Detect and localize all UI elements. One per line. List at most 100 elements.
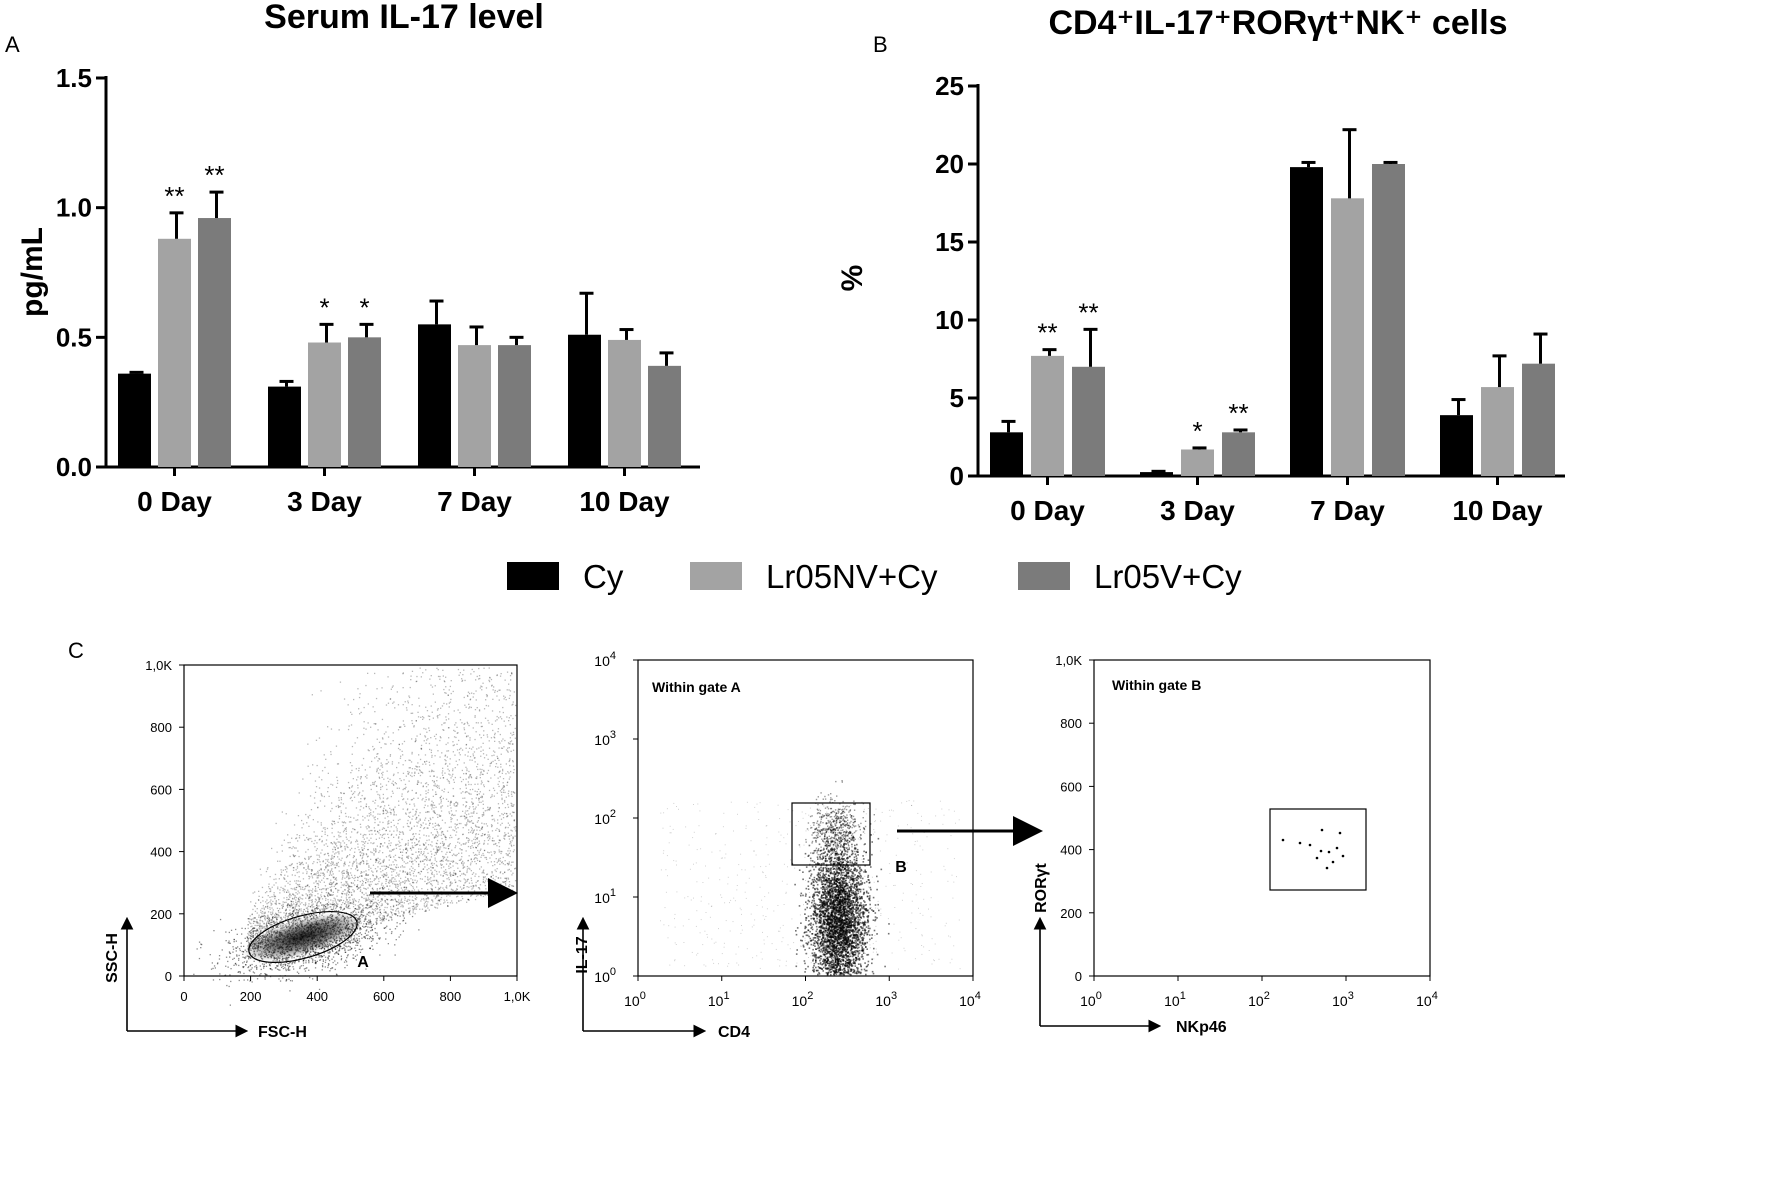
event-dot: [291, 904, 293, 906]
event-dot: [370, 809, 372, 811]
event-dot: [333, 855, 335, 858]
event-dot: [363, 706, 365, 709]
event-dot: [339, 846, 342, 848]
event-dot: [412, 909, 414, 911]
event-dot: [376, 871, 378, 873]
event-dot: [395, 847, 398, 849]
event-dot: [454, 776, 456, 779]
event-dot: [254, 927, 256, 929]
event-dot: [418, 705, 421, 707]
event-dot: [391, 877, 393, 879]
event-dot: [298, 883, 301, 886]
event-dot: [353, 828, 355, 831]
event-dot: [467, 695, 469, 697]
event-dot: [449, 881, 451, 884]
event-dot: [344, 822, 347, 824]
event-dot: [345, 830, 347, 832]
event-dot: [498, 785, 500, 788]
event-dot: [436, 849, 438, 852]
event-dot: [378, 878, 380, 880]
event-dot: [403, 886, 405, 889]
event-dot: [293, 824, 296, 826]
event-dot: [302, 823, 305, 825]
event-dot: [332, 848, 334, 851]
event-dot: [436, 709, 439, 711]
event-dot: [287, 906, 289, 908]
event-dot: [376, 785, 378, 787]
event-dot: [263, 907, 265, 909]
event-dot: [325, 897, 327, 900]
event-dot: [307, 838, 309, 841]
event-dot: [448, 844, 450, 846]
event-dot: [281, 919, 283, 921]
event-dot: [314, 909, 316, 912]
event-dot: [397, 904, 399, 906]
event-dot: [404, 783, 407, 786]
event-dot: [504, 832, 506, 834]
event-dot: [460, 858, 462, 860]
event-dot: [272, 927, 274, 930]
event-dot: [495, 886, 497, 888]
event-dot: [368, 826, 370, 828]
event-dot: [338, 841, 340, 843]
event-dot: [287, 921, 289, 923]
event-dot: [320, 690, 322, 692]
event-dot: [390, 906, 392, 908]
event-dot: [273, 920, 275, 922]
event-dot: [297, 815, 300, 817]
event-dot: [452, 690, 454, 693]
event-dot: [408, 780, 410, 782]
event-dot: [367, 874, 369, 876]
event-dot: [423, 717, 425, 719]
event-dot: [477, 783, 479, 785]
event-dot: [398, 836, 400, 838]
event-dot: [424, 761, 426, 763]
event-dot: [420, 716, 422, 718]
event-dot: [476, 766, 478, 768]
event-dot: [442, 777, 445, 779]
event-dot: [292, 919, 294, 921]
event-dot: [455, 828, 457, 830]
event-dot: [445, 859, 447, 861]
event-dot: [497, 835, 499, 837]
event-dot: [365, 882, 367, 884]
event-dot: [397, 837, 400, 839]
event-dot: [309, 915, 311, 917]
event-dot: [496, 755, 498, 758]
event-dot: [429, 775, 431, 777]
event-dot: [354, 791, 356, 793]
event-dot: [247, 936, 249, 938]
event-dot: [273, 923, 275, 925]
event-dot: [288, 919, 290, 921]
event-dot: [327, 787, 329, 789]
event-dot: [333, 877, 335, 879]
event-dot: [279, 889, 281, 891]
event-dot: [462, 898, 464, 900]
event-dot: [404, 871, 407, 873]
event-dot: [333, 903, 335, 905]
event-dot: [428, 770, 430, 773]
event-dot: [483, 876, 485, 879]
event-dot: [413, 902, 415, 904]
event-dot: [476, 776, 478, 778]
event-dot: [399, 757, 402, 759]
event-dot: [350, 902, 352, 904]
event-dot: [423, 899, 425, 901]
event-dot: [428, 799, 430, 801]
event-dot: [335, 786, 338, 788]
event-dot: [468, 829, 470, 831]
event-dot: [395, 859, 397, 862]
event-dot: [426, 760, 428, 762]
event-dot: [388, 842, 390, 845]
event-dot: [394, 913, 397, 915]
event-dot: [406, 873, 408, 875]
event-dot: [273, 894, 275, 896]
event-dot: [401, 838, 403, 841]
event-dot: [475, 863, 477, 865]
event-dot: [344, 862, 346, 864]
event-dot: [457, 895, 459, 897]
event-dot: [458, 859, 461, 861]
event-dot: [386, 906, 388, 909]
event-dot: [309, 897, 311, 899]
event-dot: [417, 822, 419, 824]
